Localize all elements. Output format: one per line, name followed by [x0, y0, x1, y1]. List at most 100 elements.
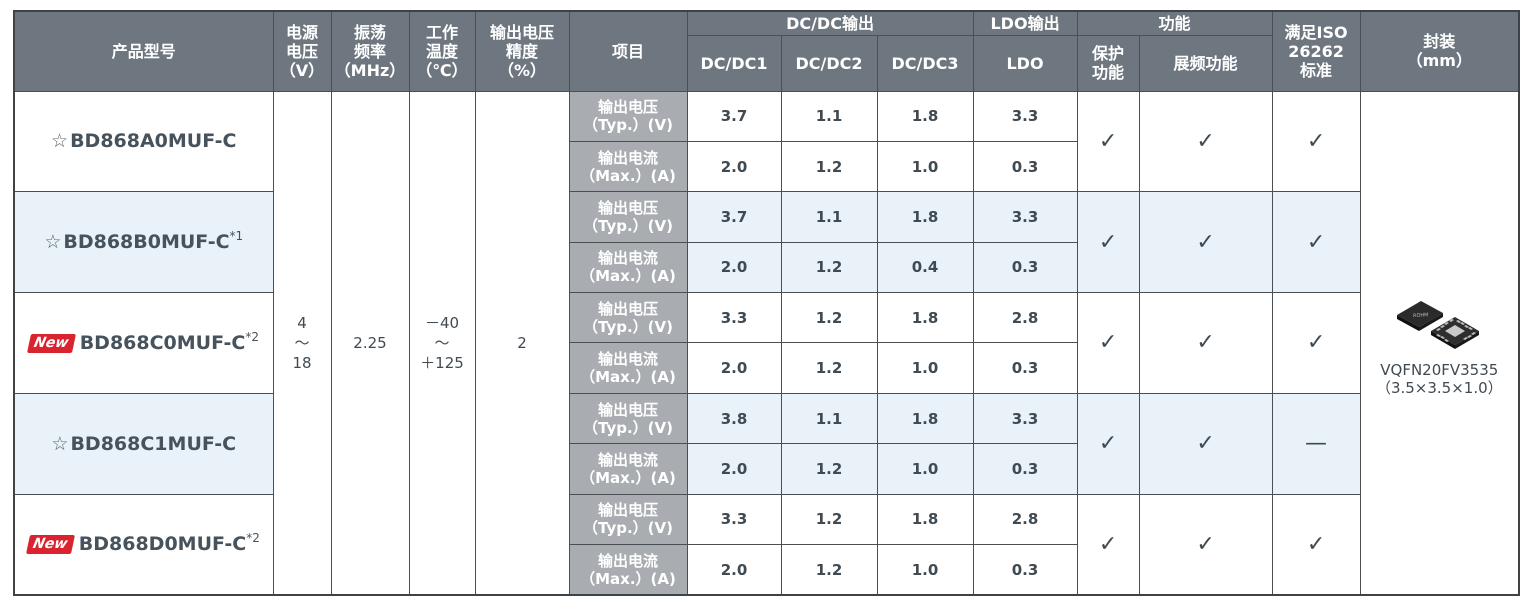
ic-package-icon: ROHM: [1391, 289, 1487, 353]
output-voltage-value: 2.8: [972, 292, 1078, 344]
output-voltage-value: 1.8: [876, 392, 974, 445]
output-current-value: 1.2: [780, 140, 878, 193]
item-label-current: 输出电流 （Max.）(A): [568, 443, 688, 495]
star-icon: ☆: [51, 130, 69, 153]
spread-check: ✓: [1138, 191, 1273, 294]
item-label-voltage: 输出电压 （Typ.）(V): [568, 191, 688, 243]
output-current-value: 2.0: [686, 443, 782, 495]
table-row: 输出电流 （Max.）(A) 2.0 1.2 1.0 0.3: [14, 544, 1519, 596]
output-voltage-value: 3.3: [972, 191, 1078, 243]
table-row: 输出电流 （Max.）(A) 2.0 1.2 0.4 0.3: [14, 241, 1519, 294]
output-current-value: 0.3: [972, 443, 1078, 495]
product-model: ☆ BD868B0MUF-C*1: [13, 191, 274, 294]
item-label-current: 输出电流 （Max.）(A): [568, 342, 688, 394]
product-name: BD868A0MUF-C: [70, 130, 237, 153]
table-row: New BD868D0MUF-C*2 输出电压 （Typ.）(V) 3.3 1.2 1.8 2…: [13, 493, 1519, 596]
osc-freq-value: 2.25: [330, 90, 410, 596]
product-model: ☆ BD868A0MUF-C: [13, 90, 274, 193]
table-row: 输出电流 （Max.）(A) 2.0 1.2 1.0 0.3: [14, 342, 1519, 394]
product-name: BD868B0MUF-C: [63, 231, 230, 254]
output-current-value: 2.0: [686, 241, 782, 294]
protect-check: ✓: [1076, 392, 1140, 495]
new-badge: New: [25, 535, 75, 555]
product-name: BD868C0MUF-C: [79, 331, 246, 354]
iso-check: ✓: [1271, 191, 1361, 294]
iso-check: ✓: [1271, 493, 1361, 596]
output-current-value: 1.2: [780, 443, 878, 495]
iso-check: ✓: [1271, 90, 1361, 193]
item-label-voltage: 输出电压 （Typ.）(V): [568, 392, 688, 445]
header-supply-voltage: 电源 电压 （V）: [272, 10, 332, 92]
output-current-value: 0.3: [972, 140, 1078, 193]
header-ldo: LDO: [972, 34, 1078, 92]
svg-text:ROHM: ROHM: [1413, 312, 1429, 319]
protect-check: ✓: [1076, 90, 1140, 193]
header-accuracy: 输出电压 精度 （%）: [474, 10, 570, 92]
item-label-current: 输出电流 （Max.）(A): [568, 241, 688, 294]
output-voltage-value: 1.2: [780, 292, 878, 344]
protect-check: ✓: [1076, 191, 1140, 294]
output-voltage-value: 1.1: [780, 191, 878, 243]
supply-voltage-value: 4 ～ 18: [272, 90, 332, 596]
output-current-value: 1.0: [876, 140, 974, 193]
table-row: ☆ BD868C1MUF-C 输出电压 （Typ.）(V) 3.8 1.1 1.8 3.3 ✓ ✓…: [13, 392, 1519, 495]
header-iso: 满足ISO 26262 标准: [1271, 10, 1361, 92]
output-current-value: 2.0: [686, 544, 782, 596]
footnote-mark: *2: [246, 531, 260, 546]
header-package: 封装 （mm）: [1359, 10, 1520, 92]
output-voltage-value: 3.3: [686, 493, 782, 546]
table-row: New BD868C0MUF-C*2 输出电压 （Typ.）(V) 3.3 1.2 1.8 2…: [13, 292, 1519, 394]
iso-check: —: [1271, 392, 1361, 495]
item-label-current: 输出电流 （Max.）(A): [568, 544, 688, 596]
output-voltage-value: 1.8: [876, 191, 974, 243]
header-dcdc-group: DC/DC输出: [686, 10, 974, 36]
package-cell: ROHM: [1359, 90, 1520, 596]
header-spread: 展频功能: [1138, 34, 1273, 92]
product-model: New BD868C0MUF-C*2: [13, 292, 274, 394]
output-current-value: 1.2: [780, 342, 878, 394]
output-voltage-value: 3.3: [686, 292, 782, 344]
table-row: ☆ BD868A0MUF-C 4 ～ 18 2.25 －40 ～＋125 2 输出电压 （Typ.）…: [13, 90, 1520, 596]
header-item: 项目: [568, 10, 688, 92]
header-ldo-group: LDO输出: [972, 10, 1078, 36]
item-label-voltage: 输出电压 （Typ.）(V): [568, 292, 688, 344]
spread-check: ✓: [1138, 493, 1273, 596]
item-label-voltage: 输出电压 （Typ.）(V): [568, 493, 688, 546]
table-row: ☆ BD868B0MUF-C*1 输出电压 （Typ.）(V) 3.7 1.1 1.8 3.3…: [13, 191, 1519, 294]
header-osc-freq: 振荡 频率 （MHz）: [330, 10, 410, 92]
iso-check: ✓: [1271, 292, 1361, 394]
new-badge: New: [26, 333, 76, 353]
output-voltage-value: 1.1: [780, 392, 878, 445]
header-model: 产品型号: [13, 10, 274, 92]
header-op-temp: 工作 温度 （℃）: [408, 10, 476, 92]
footnote-mark: *2: [245, 329, 259, 344]
output-voltage-value: 3.8: [686, 392, 782, 445]
output-current-value: 0.3: [972, 241, 1078, 294]
header-dcdc2: DC/DC2: [780, 34, 878, 92]
output-current-value: 1.2: [780, 241, 878, 294]
header-func-group: 功能: [1076, 10, 1273, 36]
accuracy-value: 2: [474, 90, 570, 596]
op-temp-value: －40 ～＋125: [408, 90, 476, 596]
product-name: BD868D0MUF-C: [78, 533, 247, 556]
output-voltage-value: 1.2: [780, 493, 878, 546]
output-current-value: 0.4: [876, 241, 974, 294]
package-name: VQFN20FV3535: [1380, 360, 1499, 379]
output-current-value: 1.0: [876, 443, 974, 495]
output-current-value: 1.0: [876, 544, 974, 596]
spread-check: ✓: [1138, 90, 1273, 193]
table-row: 输出电流 （Max.）(A) 2.0 1.2 1.0 0.3: [14, 443, 1519, 495]
star-icon: ☆: [51, 432, 69, 455]
output-current-value: 0.3: [972, 342, 1078, 394]
output-voltage-value: 3.3: [972, 90, 1078, 142]
output-voltage-value: 1.8: [876, 90, 974, 142]
header-protect: 保护 功能: [1076, 34, 1140, 92]
spread-check: ✓: [1138, 392, 1273, 495]
item-label-current: 输出电流 （Max.）(A): [568, 140, 688, 193]
output-voltage-value: 1.1: [780, 90, 878, 142]
header-dcdc3: DC/DC3: [876, 34, 974, 92]
output-voltage-value: 1.8: [876, 292, 974, 344]
product-spec-table: 产品型号 电源 电压 （V） 振荡 频率 （MHz） 工作 温度 （℃） 输出电压 精度 （%）…: [13, 10, 1521, 596]
item-label-voltage: 输出电压 （Typ.）(V): [568, 90, 688, 142]
output-voltage-value: 3.7: [686, 191, 782, 243]
